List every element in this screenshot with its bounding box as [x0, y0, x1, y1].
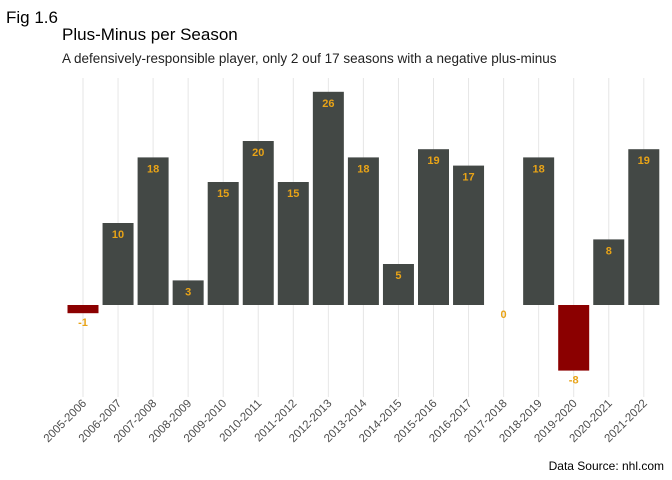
bar-value-label: 15: [287, 188, 299, 200]
bar-2012-2013: [312, 91, 344, 305]
bar-2007-2008: [137, 157, 169, 305]
bar-2020-2021: [593, 239, 625, 305]
bar-2009-2010: [207, 182, 239, 305]
chart-subtitle: A defensively-responsible player, only 2…: [62, 51, 557, 66]
bar-value-label: 18: [147, 163, 159, 175]
bar-2013-2014: [347, 157, 379, 305]
bar-value-label: 18: [533, 163, 545, 175]
bar-2015-2016: [418, 149, 449, 305]
bar-value-label: -1: [78, 317, 88, 329]
bar-value-label: 18: [357, 163, 369, 175]
bar-value-label: 17: [462, 172, 474, 184]
bar-value-label: 10: [112, 229, 124, 241]
bar-2021-2022: [628, 149, 660, 305]
bar-value-label: 8: [606, 245, 612, 257]
bar-2016-2017: [453, 165, 485, 305]
bar-value-label: 5: [395, 270, 401, 282]
bar-2018-2019: [523, 157, 555, 305]
bar-value-label: 26: [322, 98, 334, 110]
chart-title: Plus-Minus per Season: [62, 25, 238, 44]
bar-2006-2007: [102, 223, 134, 305]
figure-label: Fig 1.6: [6, 8, 58, 27]
bar-2014-2015: [382, 264, 414, 305]
bar-value-label: 19: [638, 155, 650, 167]
bar-value-label: 3: [185, 286, 191, 298]
bar-2010-2011: [242, 141, 274, 305]
bar-value-label: 0: [501, 309, 507, 321]
bar-2008-2009: [172, 280, 204, 305]
bar-value-label: 20: [252, 147, 264, 159]
bar-value-label: 19: [427, 155, 439, 167]
bar-2019-2020: [558, 305, 590, 371]
bar-2005-2006: [67, 305, 99, 314]
bar-value-label: 15: [217, 188, 229, 200]
data-source-note: Data Source: nhl.com: [548, 459, 664, 473]
bar-2011-2012: [277, 182, 309, 305]
bar-value-label: -8: [569, 375, 579, 387]
